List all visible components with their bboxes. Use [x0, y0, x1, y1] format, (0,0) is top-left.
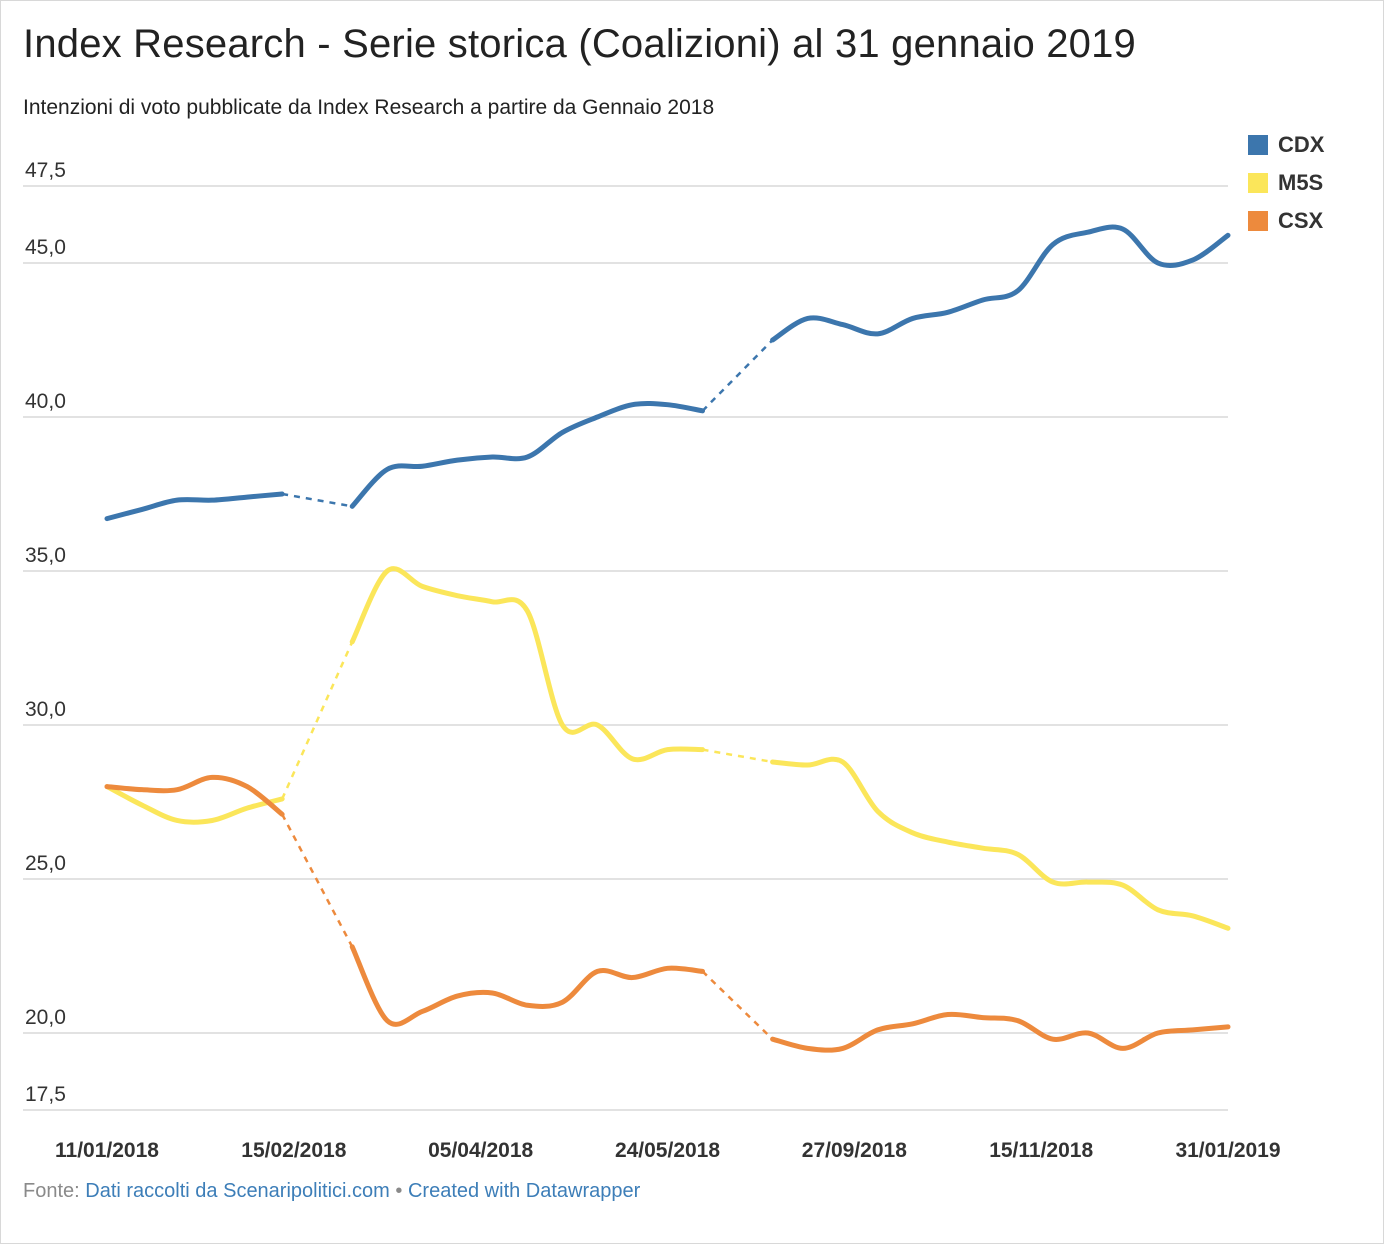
legend-item-m5s[interactable]: M5S: [1248, 164, 1324, 202]
y-axis-tick-labels: 47,5 45,0 40,0 35,0 30,0 25,0 20,0 17,5: [25, 159, 66, 1106]
series-line-m5s: [770, 756, 1231, 931]
series-line-csx: [104, 774, 285, 817]
datawrapper-link[interactable]: Created with Datawrapper: [407, 1180, 641, 1202]
series-line-m5s: [349, 566, 706, 763]
y-tick-label: 35,0: [25, 544, 66, 567]
legend-swatch-csx: [1248, 211, 1268, 231]
gridlines: [23, 185, 1228, 1111]
x-tick-label: 31/01/2019: [1175, 1139, 1280, 1162]
series-line-m5s: [104, 784, 285, 825]
x-tick-label: 05/04/2018: [428, 1139, 533, 1162]
x-tick-label: 15/02/2018: [241, 1139, 346, 1162]
chart-title: Index Research - Serie storica (Coalizio…: [23, 22, 1137, 66]
x-tick-label: 11/01/2018: [55, 1139, 159, 1162]
x-tick-label: 27/09/2018: [802, 1139, 907, 1162]
legend: CDX M5S CSX: [1248, 126, 1324, 240]
series-gap-m5s: [281, 641, 354, 800]
series-csx: [104, 774, 1231, 1053]
series-gap-csx: [281, 813, 354, 948]
legend-label-m5s: M5S: [1278, 170, 1324, 195]
series-gap-m5s: [702, 748, 773, 764]
series-line-csx: [770, 1011, 1231, 1053]
source-link[interactable]: Dati raccolti da Scenaripolitici.com: [85, 1180, 390, 1202]
y-tick-label: 45,0: [25, 236, 66, 259]
y-tick-label: 17,5: [25, 1083, 66, 1106]
legend-label-cdx: CDX: [1278, 132, 1325, 157]
legend-item-cdx[interactable]: CDX: [1248, 126, 1324, 164]
x-axis-tick-labels: 11/01/2018 15/02/2018 05/04/2018 24/05/2018…: [55, 1139, 1281, 1162]
series-line-cdx: [770, 224, 1231, 343]
series-lines: [104, 224, 1231, 1053]
y-tick-label: 47,5: [25, 159, 66, 182]
y-tick-label: 25,0: [25, 852, 66, 875]
x-tick-label: 15/11/2018: [989, 1139, 1093, 1162]
y-tick-label: 20,0: [25, 1006, 66, 1029]
footer-prefix: Fonte:: [23, 1180, 80, 1202]
chart-subtitle: Intenzioni di voto pubblicate da Index R…: [23, 96, 715, 119]
series-gap-csx: [701, 970, 774, 1041]
legend-swatch-cdx: [1248, 135, 1268, 155]
series-cdx: [104, 224, 1231, 522]
legend-swatch-m5s: [1248, 173, 1268, 193]
legend-item-csx[interactable]: CSX: [1248, 202, 1324, 240]
series-gap-cdx: [701, 339, 774, 412]
legend-label-csx: CSX: [1278, 208, 1324, 233]
series-m5s: [104, 566, 1231, 931]
x-tick-label: 24/05/2018: [615, 1139, 720, 1162]
series-line-cdx: [349, 401, 706, 509]
y-tick-label: 30,0: [25, 698, 66, 721]
footer: Fonte: Dati raccolti da Scenaripolitici.…: [23, 1180, 640, 1203]
footer-separator: •: [395, 1180, 403, 1202]
y-tick-label: 40,0: [25, 390, 66, 413]
series-line-csx: [349, 944, 706, 1027]
series-line-cdx: [104, 491, 285, 522]
series-gap-cdx: [281, 492, 353, 508]
